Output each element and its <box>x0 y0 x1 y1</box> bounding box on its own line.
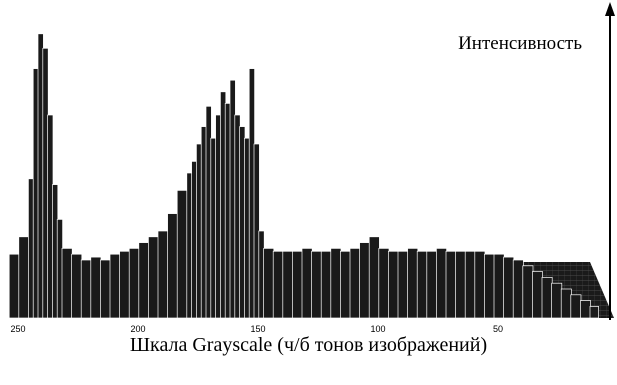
histogram-bar <box>407 248 419 319</box>
histogram-bar <box>359 242 371 319</box>
histogram-bar <box>272 250 284 319</box>
histogram-bar <box>8 253 20 319</box>
histogram-bar <box>100 259 111 319</box>
histogram-bar <box>436 248 447 319</box>
histogram-bar <box>90 256 102 319</box>
histogram-bar <box>426 250 438 319</box>
histogram-bar <box>349 248 361 319</box>
histogram-bar <box>397 250 409 319</box>
histogram-bar <box>18 236 30 319</box>
histogram-bar <box>532 271 543 319</box>
histogram-bar <box>292 250 303 319</box>
y-axis-arrow-icon <box>605 2 615 16</box>
histogram-bar <box>503 256 515 319</box>
x-axis-title: Шкала Grayscale (ч/б тонов изображений) <box>129 334 488 356</box>
histogram-bar <box>282 250 294 319</box>
histogram-bar <box>311 250 323 319</box>
histogram-bar <box>128 248 140 319</box>
histogram-bars <box>8 33 599 319</box>
histogram-bar <box>148 236 159 319</box>
histogram-bar <box>570 294 582 319</box>
histogram-bar <box>416 250 428 319</box>
histogram-bar <box>176 190 188 319</box>
histogram-bar <box>484 253 495 319</box>
histogram-bar <box>388 250 399 319</box>
histogram-bar <box>589 306 599 319</box>
histogram-bar <box>580 300 591 319</box>
histogram-bar <box>301 248 313 319</box>
x-tick-label: 100 <box>370 324 385 334</box>
histogram-bar <box>493 253 505 319</box>
histogram-bar <box>368 236 380 319</box>
histogram-bar <box>71 253 83 319</box>
histogram-bar <box>119 250 131 319</box>
x-axis-ticks: 250 200 150 100 50 <box>10 324 503 334</box>
x-tick-label: 200 <box>130 324 145 334</box>
histogram-bar <box>541 277 553 319</box>
histogram-bar <box>61 248 73 319</box>
histogram-bar <box>560 288 572 319</box>
y-axis-title: Интенсивность <box>458 33 582 54</box>
histogram-bar <box>378 248 390 319</box>
histogram-bar <box>263 248 275 319</box>
histogram-bar <box>109 253 121 319</box>
histogram-bar <box>464 250 476 319</box>
x-tick-label: 250 <box>10 324 25 334</box>
histogram-bar <box>167 213 179 319</box>
histogram-bar <box>80 259 92 319</box>
histogram-bar <box>340 250 351 319</box>
histogram-bar <box>445 250 457 319</box>
histogram-bar <box>522 265 534 319</box>
histogram-bar <box>320 250 332 319</box>
histogram-bar <box>474 250 486 319</box>
histogram-bar <box>157 230 169 319</box>
histogram-bar <box>512 259 524 319</box>
histogram-bar <box>330 248 342 319</box>
x-tick-label: 50 <box>493 324 503 334</box>
histogram-bar <box>551 282 563 319</box>
x-tick-label: 150 <box>250 324 265 334</box>
histogram-bar <box>455 250 467 319</box>
histogram-bar <box>138 242 150 319</box>
